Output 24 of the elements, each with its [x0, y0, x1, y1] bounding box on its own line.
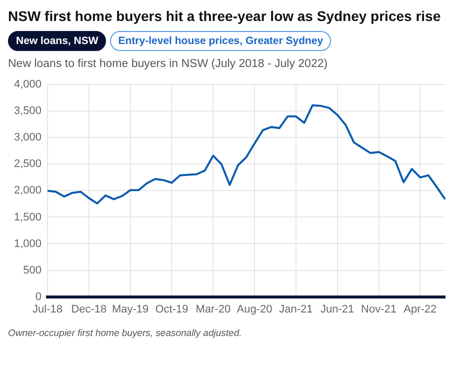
y-tick-label: 500 [23, 264, 42, 276]
chart-subtitle: New loans to first home buyers in NSW (July 2018 - July 2022) [8, 58, 329, 70]
x-tick-label: Nov-21 [361, 303, 396, 316]
y-tick-label: 0 [35, 290, 42, 303]
x-tick-label: May-19 [112, 303, 149, 316]
y-tick-label: 3,000 [14, 132, 42, 144]
x-tick-label: Dec-18 [71, 303, 107, 316]
x-tick-label: Jan-21 [279, 303, 313, 316]
x-tick-label: Apr-22 [404, 303, 437, 316]
x-tick-label: Oct-19 [155, 303, 188, 316]
y-tick-label: 2,000 [14, 184, 42, 197]
chart-title: NSW first home buyers hit a three-year low as Sydney prices rise [8, 8, 442, 24]
y-tick-label: 4,000 [14, 78, 42, 91]
x-tick-label: Jun-21 [320, 303, 354, 316]
y-tick-label: 1,500 [14, 211, 42, 224]
x-tick-label: Jul-18 [32, 303, 63, 316]
x-tick-label: Mar-20 [196, 303, 231, 316]
text: Entry-level house prices, Greater Sydney [110, 31, 332, 51]
text: New loans, NSW [8, 31, 106, 51]
x-tick-label: Aug-20 [236, 303, 272, 316]
y-tick-label: 1,000 [14, 238, 42, 250]
y-tick-label: 3,500 [14, 105, 42, 118]
text: Owner-occupier first home buyers, seasonally adjusted. [8, 328, 243, 339]
y-tick-label: 2,500 [14, 158, 42, 170]
